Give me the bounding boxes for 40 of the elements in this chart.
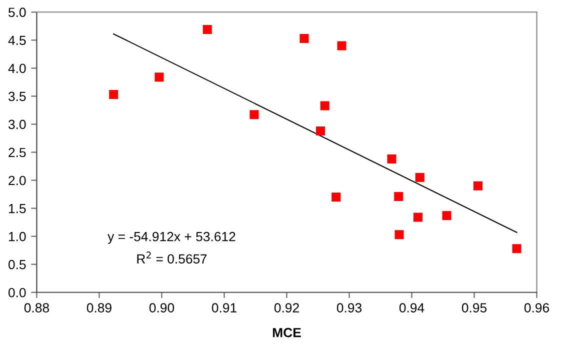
- point: [413, 212, 422, 222]
- point: [394, 192, 404, 202]
- y-tick-label: 1.0: [8, 232, 26, 242]
- x-tick-label: 0.93: [336, 303, 362, 312]
- x-tick-label: 0.91: [212, 303, 236, 312]
- x-tick-label: 0.89: [86, 303, 112, 312]
- y-tick-label: 2.5: [8, 148, 26, 158]
- point: [442, 211, 452, 220]
- y-tick-label: 3.0: [8, 120, 26, 130]
- point: [337, 41, 346, 50]
- x-tick-label: 0.94: [399, 303, 424, 312]
- annotation: R$^{2}$ = 0.5657: [137, 252, 207, 264]
- point: [394, 230, 404, 240]
- point: [202, 24, 212, 34]
- point: [473, 181, 482, 190]
- point: [332, 192, 341, 202]
- x-tick-label: 0.95: [462, 303, 487, 312]
- point: [387, 154, 396, 164]
- x-tick-label: 0.92: [274, 303, 299, 312]
- x-axis-title: MCE: [272, 328, 301, 338]
- point: [154, 72, 164, 82]
- y-tick-label: 1.5: [8, 204, 26, 214]
- x-tick-label: 0.90: [149, 303, 174, 312]
- y-tick-label: 4.5: [8, 36, 26, 46]
- annotation: y = -54.912x + 53.612: [108, 232, 236, 244]
- point: [109, 90, 118, 100]
- point: [415, 172, 424, 182]
- y-tick-label: 0.0: [8, 288, 26, 298]
- point: [300, 34, 309, 43]
- y-tick-label: 3.5: [8, 92, 26, 102]
- y-tick-label: 5.0: [8, 8, 26, 18]
- point: [512, 244, 522, 254]
- point: [320, 101, 330, 110]
- point: [250, 110, 259, 120]
- x-tick-label: 0.88: [24, 303, 49, 312]
- y-tick-label: 4.0: [8, 64, 26, 74]
- x-tick-label: 0.96: [524, 303, 550, 312]
- point: [316, 126, 325, 136]
- y-tick-label: 0.5: [8, 260, 26, 270]
- y-tick-label: 2.0: [8, 176, 26, 186]
